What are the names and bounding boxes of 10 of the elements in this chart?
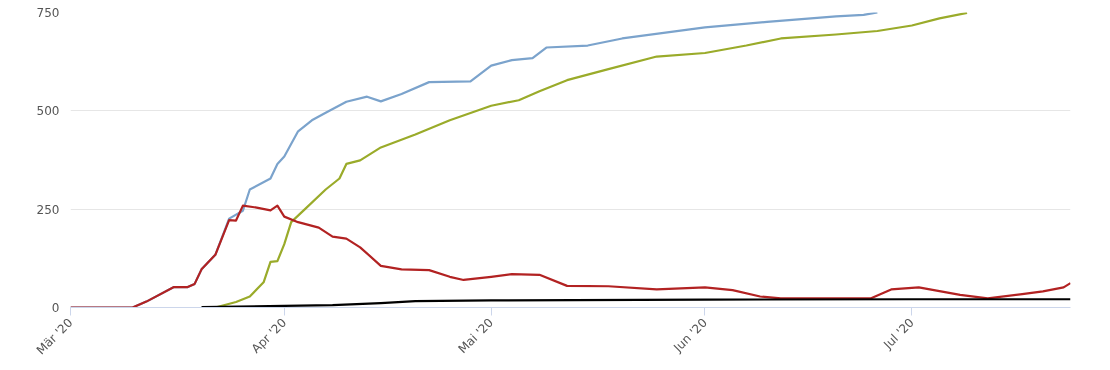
- x-tick-label: Jul '20: [880, 315, 917, 353]
- y-tick-label: 0: [51, 301, 60, 315]
- y-tick-label: 250: [36, 202, 60, 217]
- y-tick-label: 750: [36, 6, 60, 20]
- x-tick-label: Jun '20: [670, 315, 710, 356]
- y-tick-label: 500: [36, 104, 60, 119]
- line-series: [200, 298, 1071, 308]
- line-series: [70, 204, 1071, 308]
- x-tick-label: Mai '20: [455, 315, 497, 357]
- x-tick-label: Apr '20: [248, 315, 290, 356]
